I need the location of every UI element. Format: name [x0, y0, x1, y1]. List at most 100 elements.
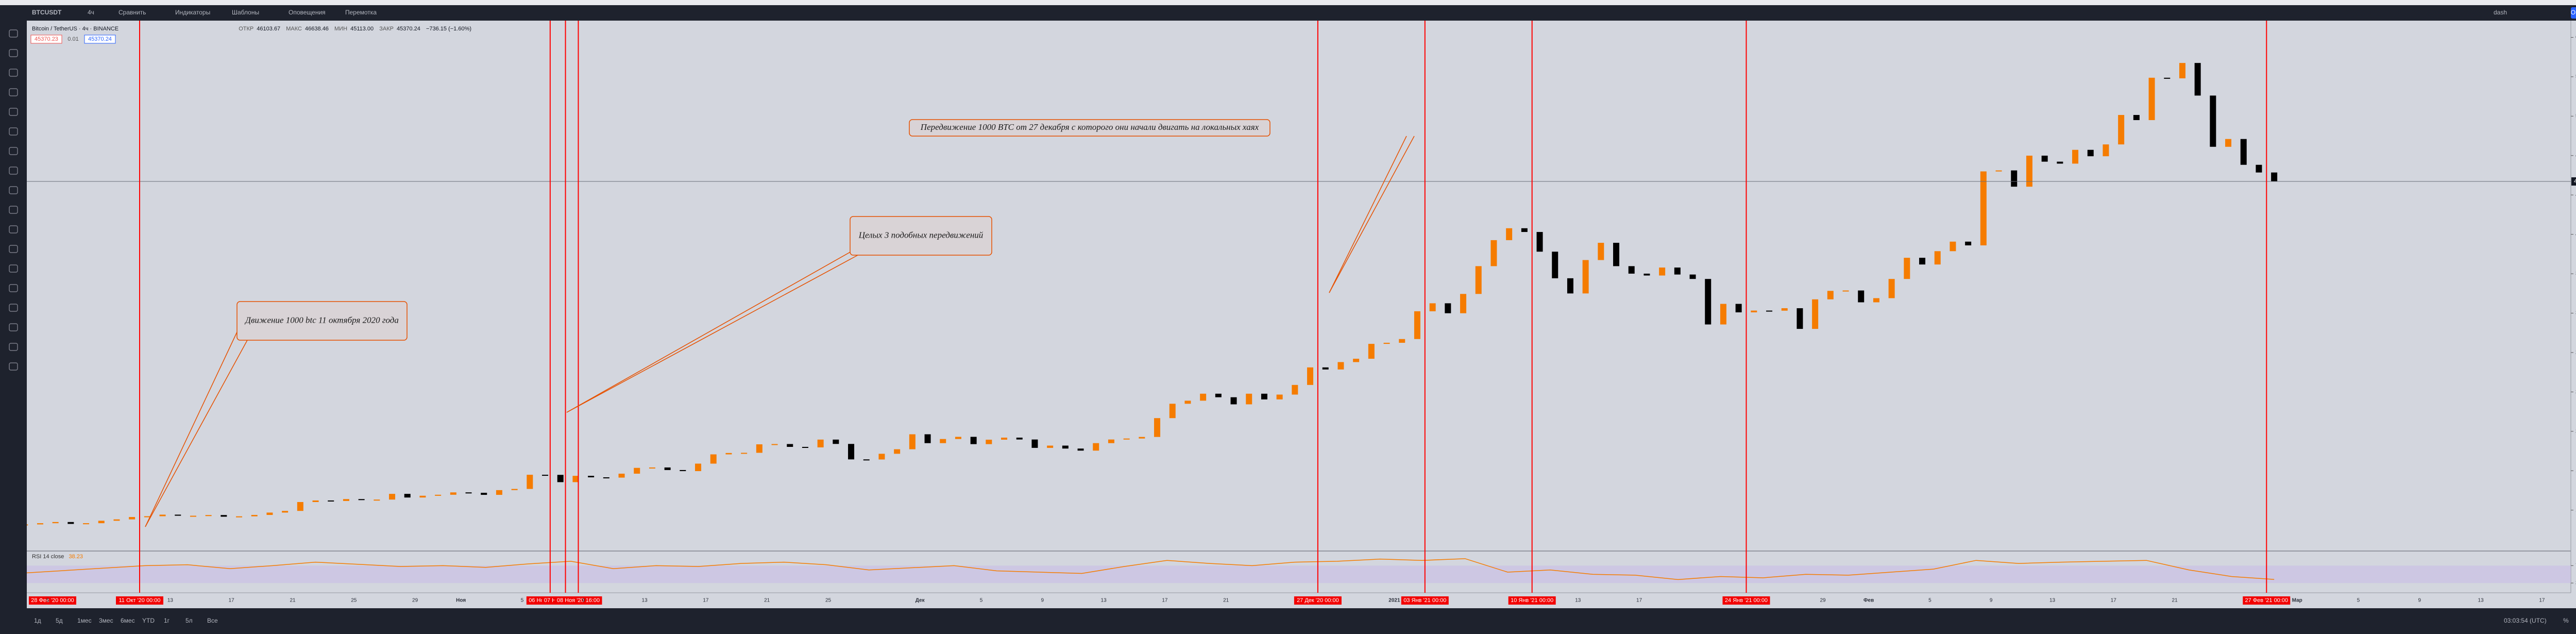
rsi-legend: RSI 14 close 38.23 [32, 554, 83, 560]
publish-button[interactable] [2571, 7, 2576, 19]
x-tick-label: 5 [521, 598, 524, 604]
candle [1230, 397, 1237, 405]
x-tick-label: 21 [2172, 598, 2178, 604]
range-button[interactable]: 5л [185, 617, 193, 624]
candle [1460, 294, 1467, 313]
range-button[interactable]: 1д [34, 617, 41, 624]
publish-label[interactable]: Опубликовать [2571, 9, 2576, 16]
candle [618, 473, 625, 478]
tool-icon[interactable] [9, 304, 18, 312]
tool-icon[interactable] [9, 362, 18, 371]
tool-icon[interactable] [9, 284, 18, 292]
tool-icon[interactable] [9, 245, 18, 253]
edge-marker-label: 28 Фев '20 00:00 [31, 597, 74, 604]
tool-icon[interactable] [9, 225, 18, 233]
tool-icon[interactable] [9, 69, 18, 77]
annotation-text[interactable]: Движение 1000 btc 11 октября 2020 года [244, 315, 399, 325]
candle [374, 499, 380, 501]
toolbar-item[interactable]: Шаблоны [232, 9, 259, 16]
x-tick-label: 5 [46, 598, 49, 604]
toolbar-item[interactable]: Оповещения [289, 9, 326, 16]
range-button[interactable]: 1г [164, 617, 170, 624]
annotation-text[interactable]: Целых 3 подобных передвижений [858, 230, 984, 240]
candle [1995, 170, 2002, 172]
candle [940, 439, 946, 443]
user[interactable]: dash [2494, 9, 2507, 16]
top-toolbar [0, 5, 2576, 21]
range-button[interactable]: Все [207, 617, 218, 624]
annotation-text[interactable]: Передвижение 1000 BTC от 27 декабря с ко… [920, 122, 1259, 132]
interval[interactable]: 4ч [88, 9, 94, 16]
tool-icon[interactable] [9, 147, 18, 155]
candle [817, 439, 824, 447]
candle [1674, 268, 1681, 275]
high-label: МАКС [286, 26, 302, 32]
x-tick-label: 9 [1041, 598, 1044, 604]
range-button[interactable]: 6мес [121, 617, 135, 624]
x-tick-label: 25 [351, 598, 357, 604]
tool-icon[interactable] [9, 206, 18, 214]
annotation-box[interactable] [236, 301, 408, 341]
marker-label: 03 Янв '21 00:00 [1403, 597, 1446, 604]
sell-price[interactable]: 45370.23 [35, 36, 58, 42]
candle [266, 512, 273, 515]
x-tick-label: 9 [582, 598, 585, 604]
toolbar-item[interactable]: Перемотка [345, 9, 377, 16]
tool-icon[interactable] [9, 323, 18, 331]
x-tick-label: 2021 [1388, 598, 1400, 604]
candle [1215, 393, 1222, 397]
candle [542, 475, 549, 476]
range-button[interactable]: YTD [142, 617, 155, 624]
candle [1628, 266, 1635, 274]
candle [465, 492, 472, 494]
candle [435, 494, 442, 496]
annotation-box[interactable] [850, 216, 992, 256]
tool-icon[interactable] [9, 88, 18, 96]
tool-icon[interactable] [9, 166, 18, 175]
candle [1368, 344, 1375, 359]
range-button[interactable]: 1мес [77, 617, 92, 624]
symbol[interactable]: BTCUSDT [32, 9, 62, 16]
candle [756, 444, 762, 453]
callout-line [1329, 136, 1415, 293]
candle [297, 502, 303, 511]
tool-icon[interactable] [9, 108, 18, 116]
x-tick-label: 13 [2478, 598, 2484, 604]
toolbar-item[interactable]: Индикаторы [175, 9, 210, 16]
x-tick-label: 17 [2539, 598, 2545, 604]
tool-icon[interactable] [9, 186, 18, 194]
callout-line [566, 255, 858, 413]
sell-box[interactable] [30, 35, 62, 44]
scale-toggle[interactable]: % [2563, 617, 2569, 624]
tool-icon[interactable] [9, 49, 18, 57]
candle [878, 454, 885, 460]
candle [2118, 115, 2125, 145]
buy-box[interactable] [84, 35, 116, 44]
candle [2179, 63, 2185, 78]
tool-icon[interactable] [9, 29, 18, 38]
candle [695, 463, 702, 471]
low-value: 45113.00 [350, 26, 374, 32]
candle [1200, 393, 1207, 401]
edge-marker-box [29, 596, 76, 605]
candle [113, 519, 120, 521]
tool-icon[interactable] [9, 343, 18, 351]
x-tick-label: 9 [1990, 598, 1993, 604]
toolbar-item[interactable]: Сравнить [118, 9, 146, 16]
candle [1536, 232, 1543, 252]
candle [1919, 258, 1926, 265]
annotation-box[interactable] [909, 119, 1270, 137]
range-button[interactable]: 3мес [99, 617, 113, 624]
candle [251, 515, 258, 516]
candle [2225, 139, 2232, 147]
candle [1414, 311, 1420, 339]
candle [1031, 439, 1038, 448]
candle [52, 522, 59, 524]
buy-price[interactable]: 45370.24 [88, 36, 112, 42]
rsi-title: RSI 14 close [32, 554, 64, 560]
candle [1108, 439, 1114, 443]
tool-icon[interactable] [9, 264, 18, 273]
range-button[interactable]: 5д [56, 617, 63, 624]
tool-icon[interactable] [9, 127, 18, 136]
